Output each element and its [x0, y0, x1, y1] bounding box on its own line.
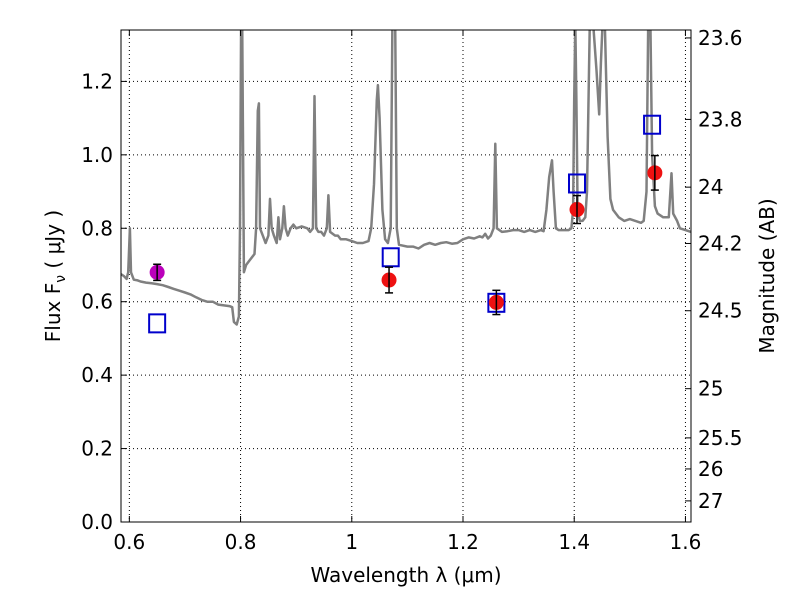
model-square-point-3 [568, 173, 586, 194]
y-axis-label-subscript: ν [53, 275, 69, 283]
model-square-point-0 [148, 313, 167, 334]
y-axis-label-main: Flux F [41, 283, 65, 342]
right-tick-label: 24.5 [698, 299, 743, 323]
right-tick-label: 23.6 [698, 26, 743, 50]
y-tick-label: 1.2 [81, 69, 113, 93]
right-tick-label: 26 [698, 457, 723, 481]
right-tick-label: 23.8 [698, 107, 743, 131]
x-tick-label: 1.6 [670, 530, 702, 554]
model-square-point-4 [643, 114, 662, 135]
y-axis-label-unit: ( μJy ) [41, 210, 65, 275]
x-tick-label: 1.2 [447, 530, 479, 554]
model-square-point-1 [381, 247, 400, 268]
x-tick-label: 1 [345, 530, 358, 554]
model-spectrum [121, 30, 691, 326]
y-tick-label: 0.6 [81, 290, 113, 314]
y-tick-label: 0.0 [81, 510, 113, 534]
y-tick-label: 0.4 [81, 363, 113, 387]
x-axis-label: Wavelength λ (μm) [310, 563, 501, 587]
right-tick-label: 25.5 [698, 426, 743, 450]
right-tick-label: 25 [698, 377, 723, 401]
right-axis-label: Magnitude (AB) [755, 198, 779, 353]
right-tick-label: 27 [698, 489, 723, 513]
grid-lines [121, 30, 691, 523]
y-tick-label: 1.0 [81, 143, 113, 167]
x-tick-label: 1.4 [558, 530, 590, 554]
photometry-points [148, 114, 663, 334]
spectrum-line [121, 30, 691, 326]
x-tick-label: 0.6 [113, 530, 145, 554]
plot-frame [120, 29, 692, 523]
x-tick-label: 0.8 [225, 530, 257, 554]
y-tick-label: 0.2 [81, 437, 113, 461]
axis-ticks: 0.6 0.8 1 1.2 1.4 1.6 0.0 0.2 0.4 0.6 0.8 1.0 1.2 23.… [81, 26, 742, 554]
y-tick-label: 0.8 [81, 216, 113, 240]
y-axis-label: Flux Fν ( μJy ) [41, 210, 69, 342]
right-tick-label: 24.2 [698, 231, 743, 255]
right-tick-label: 24 [698, 175, 723, 199]
